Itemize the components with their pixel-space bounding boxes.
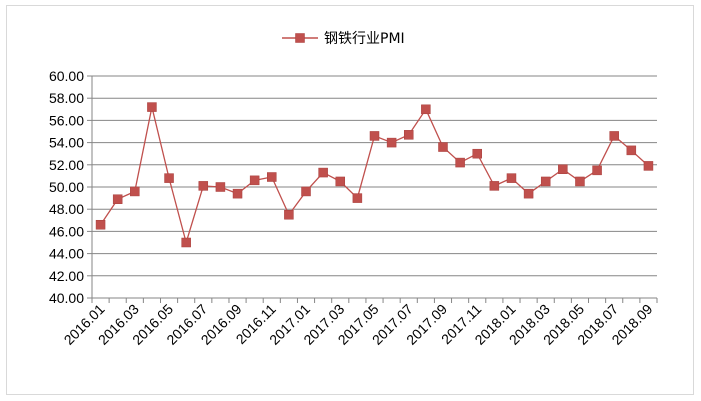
legend: 钢铁行业PMI [282,31,405,47]
data-point [609,131,619,141]
data-point [506,173,517,183]
y-tick-label: 60.00 [49,68,84,84]
y-tick-label: 44.00 [49,246,84,262]
data-point [112,194,123,204]
series-line [100,106,649,245]
data-point [95,219,106,230]
y-tick-label: 40.00 [49,290,84,306]
data-point [523,188,534,199]
data-point [147,102,157,112]
data-point [558,164,568,174]
data-point [267,172,277,182]
data-point [318,167,328,178]
data-point [438,142,448,152]
data-point [455,157,465,168]
data-point [386,137,397,148]
data-point [215,182,226,192]
y-tick-label: 52.00 [49,157,84,173]
data-point [369,131,380,141]
data-point [421,104,431,115]
data-point [540,176,551,187]
x-axis-ticks: 2016.012016.032016.052016.072016.092016.… [61,301,656,348]
data-point [352,193,363,203]
y-tick-label: 50.00 [49,179,84,195]
data-point [472,148,482,159]
y-tick-label: 56.00 [49,112,84,128]
data-point [164,173,174,183]
data-point [181,237,191,248]
data-point [592,165,602,176]
series-steel-pmi [95,102,654,248]
legend-marker [295,33,305,43]
y-tick-label: 58.00 [49,90,84,106]
data-point [249,175,260,186]
y-axis-ticks: 40.00 42.00 44.00 46.00 48.00 50.00 52.00 54.00… [49,68,84,306]
y-tick-label: 48.00 [49,201,84,217]
data-point [335,176,346,187]
data-point [489,181,500,191]
data-point [643,161,654,171]
data-point [403,130,414,140]
data-point [284,210,294,220]
legend-label: 钢铁行业PMI [324,31,405,47]
y-tick-label: 42.00 [49,268,84,284]
data-point [232,188,243,199]
data-point [130,186,140,197]
data-point [626,145,637,156]
data-point [575,176,585,187]
data-point [301,186,311,197]
y-tick-label: 46.00 [49,223,84,239]
data-point [198,181,209,191]
y-tick-label: 54.00 [49,135,84,151]
